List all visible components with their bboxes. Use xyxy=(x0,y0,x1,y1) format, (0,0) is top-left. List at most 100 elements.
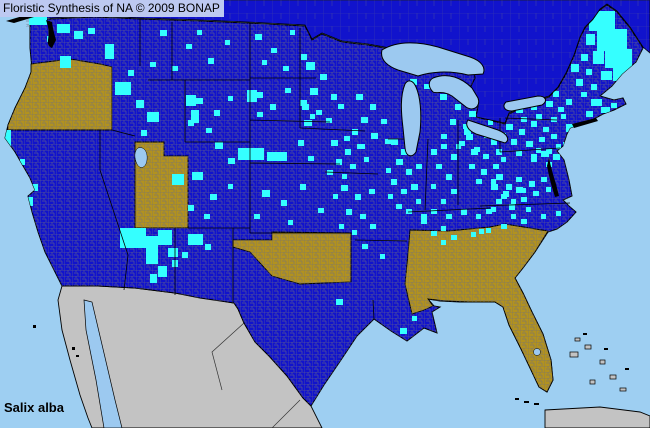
lake-superior xyxy=(381,42,485,77)
county-record xyxy=(486,209,492,214)
county-record xyxy=(57,24,70,33)
county-record xyxy=(503,191,509,197)
county-record xyxy=(446,174,452,180)
county-record xyxy=(410,79,417,85)
bahamas-cay xyxy=(604,348,608,350)
state-boundary-lines xyxy=(99,19,571,320)
county-record xyxy=(369,189,375,194)
county-record xyxy=(302,104,309,110)
county-record xyxy=(431,231,437,236)
county-record xyxy=(509,204,515,210)
county-record xyxy=(431,209,437,214)
county-record xyxy=(421,219,427,224)
county-record xyxy=(519,129,525,135)
county-record xyxy=(306,62,315,70)
county-record xyxy=(228,184,233,189)
county-record xyxy=(531,121,537,127)
county-record xyxy=(521,188,526,193)
county-record xyxy=(238,148,264,160)
county-record xyxy=(581,54,588,61)
county-record xyxy=(491,184,498,190)
county-record xyxy=(316,110,322,115)
county-record xyxy=(539,137,545,142)
map-title: Floristic Synthesis of NA © 2009 BONAP xyxy=(3,1,220,15)
lake-ontario xyxy=(503,95,546,112)
county-record xyxy=(501,224,507,229)
bahamas-cay xyxy=(625,368,629,370)
county-record xyxy=(469,164,475,169)
county-record xyxy=(300,100,307,106)
county-record xyxy=(521,117,527,122)
lake-okeechobee xyxy=(533,348,541,356)
county-record xyxy=(333,194,338,199)
county-record xyxy=(526,207,531,212)
county-record xyxy=(491,179,496,184)
county-record xyxy=(285,88,291,93)
county-record xyxy=(20,159,25,165)
county-record xyxy=(556,144,561,149)
county-record xyxy=(586,34,595,45)
county-record xyxy=(215,142,223,149)
county-record xyxy=(362,244,368,249)
county-record xyxy=(516,177,522,182)
county-record xyxy=(371,133,378,139)
county-record xyxy=(310,114,315,119)
title-bar: Floristic Synthesis of NA © 2009 BONAP xyxy=(0,0,224,17)
county-record xyxy=(262,190,270,197)
county-record xyxy=(172,174,184,185)
county-record xyxy=(440,94,447,100)
county-record xyxy=(186,95,196,106)
county-record xyxy=(136,100,144,108)
county-record xyxy=(346,209,352,215)
county-record xyxy=(416,164,422,169)
great-salt-lake xyxy=(134,147,148,168)
county-record xyxy=(566,124,574,132)
county-record xyxy=(188,205,194,211)
county-record xyxy=(450,119,456,125)
florida-keys xyxy=(524,401,529,403)
county-record xyxy=(431,149,437,155)
channel-island xyxy=(76,355,79,357)
county-record xyxy=(339,224,344,229)
county-record xyxy=(88,28,95,34)
county-record xyxy=(586,111,593,117)
unmapped-land-group xyxy=(57,285,650,428)
bahamas-islands xyxy=(569,337,627,392)
county-record xyxy=(158,230,172,245)
county-record xyxy=(455,104,461,110)
county-record xyxy=(546,187,551,192)
county-record xyxy=(388,194,393,199)
county-record xyxy=(561,114,566,119)
county-record xyxy=(493,164,499,169)
county-record xyxy=(591,99,602,106)
county-record xyxy=(496,199,502,204)
county-record xyxy=(225,40,230,45)
county-record xyxy=(141,130,147,136)
county-record xyxy=(511,139,517,145)
county-record xyxy=(128,70,134,76)
cuba-landmass xyxy=(544,406,650,428)
county-record xyxy=(463,124,468,129)
county-record xyxy=(401,149,407,155)
county-record xyxy=(533,191,539,196)
county-record xyxy=(506,184,512,190)
county-record xyxy=(255,34,262,40)
county-record xyxy=(536,148,541,153)
county-record xyxy=(74,31,83,39)
county-record xyxy=(501,157,506,162)
county-record xyxy=(196,98,203,104)
county-record xyxy=(597,29,627,51)
lake-michigan xyxy=(400,80,422,157)
channel-island xyxy=(72,347,75,350)
county-record xyxy=(511,214,516,219)
county-record xyxy=(360,214,366,219)
county-record xyxy=(182,252,188,258)
county-record xyxy=(431,184,436,189)
county-record xyxy=(381,119,387,124)
county-record xyxy=(386,168,391,173)
county-record xyxy=(481,169,487,175)
county-record xyxy=(400,328,407,334)
county-record xyxy=(396,204,402,209)
county-record xyxy=(601,107,610,113)
county-record xyxy=(605,49,632,68)
